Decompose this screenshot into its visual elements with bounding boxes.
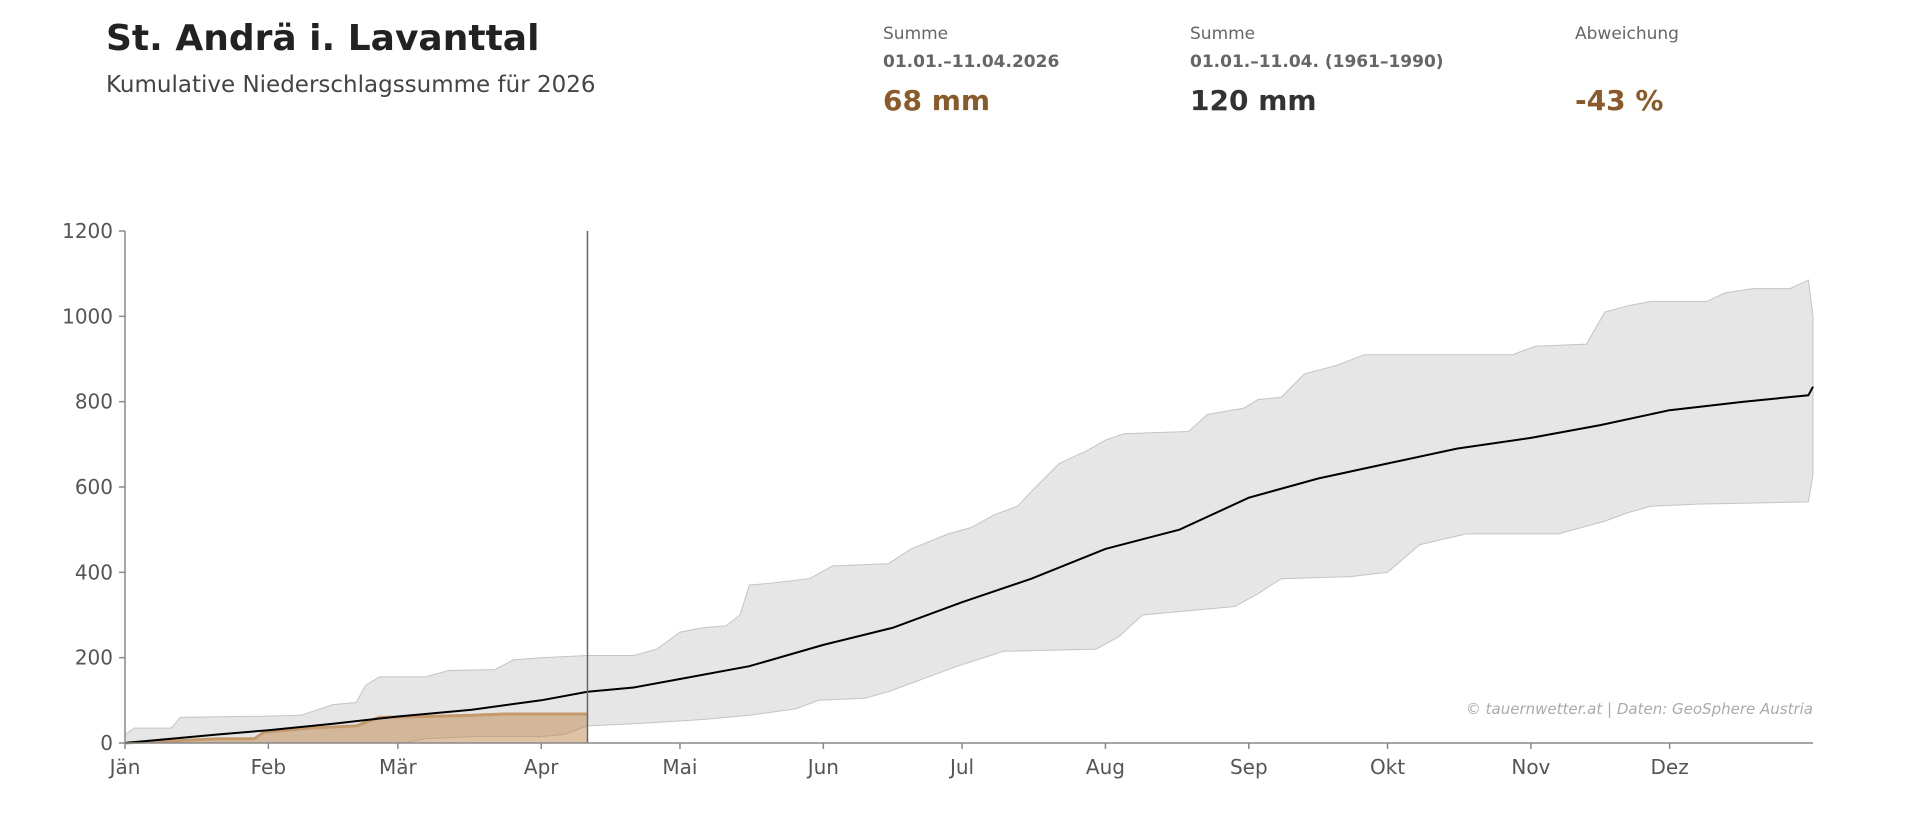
x-tick-label: Nov bbox=[1511, 755, 1550, 779]
page-title: St. Andrä i. Lavanttal bbox=[106, 18, 540, 59]
y-tick-label: 1000 bbox=[62, 304, 113, 328]
y-tick-label: 1200 bbox=[62, 219, 113, 243]
x-tick-label: Jun bbox=[806, 755, 839, 779]
y-tick-label: 0 bbox=[100, 731, 113, 755]
x-tick-label: Sep bbox=[1230, 755, 1268, 779]
stat-label: Abweichung bbox=[1575, 24, 1679, 44]
page-subtitle: Kumulative Niederschlagssumme für 2026 bbox=[106, 72, 596, 98]
y-tick-label: 800 bbox=[75, 390, 113, 414]
y-tick-label: 400 bbox=[75, 560, 113, 584]
x-tick-label: Jul bbox=[948, 755, 974, 779]
x-tick-label: Okt bbox=[1370, 755, 1405, 779]
current-year-line bbox=[124, 712, 588, 745]
y-tick-label: 600 bbox=[75, 475, 113, 499]
x-tick-label: Aug bbox=[1086, 755, 1125, 779]
current-year-area bbox=[125, 714, 588, 743]
stat-label: Summe bbox=[883, 24, 949, 44]
x-tick-label: Mai bbox=[662, 755, 697, 779]
stat-normal-sum: Summe 01.01.–11.04. (1961–1990) 120 mm bbox=[1190, 24, 1444, 117]
stat-value: -43 % bbox=[1575, 84, 1664, 117]
x-tick-label: Mär bbox=[379, 755, 418, 779]
range-band bbox=[124, 279, 1814, 744]
stat-label: Summe bbox=[1190, 24, 1256, 44]
stat-current-sum: Summe 01.01.–11.04.2026 68 mm bbox=[883, 24, 1059, 117]
stat-range: 01.01.–11.04.2026 bbox=[883, 52, 1060, 72]
x-tick-label: Dez bbox=[1651, 755, 1689, 779]
stat-deviation: Abweichung -43 % bbox=[1575, 24, 1679, 117]
mean-line bbox=[124, 386, 1814, 744]
stat-value: 120 mm bbox=[1190, 84, 1317, 117]
x-tick-label: Jän bbox=[108, 755, 141, 779]
stat-value: 68 mm bbox=[883, 84, 991, 117]
stat-range: 01.01.–11.04. (1961–1990) bbox=[1190, 52, 1444, 72]
x-tick-label: Feb bbox=[251, 755, 286, 779]
credit-text: © tauernwetter.at | Daten: GeoSphere Aus… bbox=[1466, 700, 1813, 718]
y-tick-label: 200 bbox=[75, 646, 113, 670]
x-tick-label: Apr bbox=[524, 755, 559, 779]
